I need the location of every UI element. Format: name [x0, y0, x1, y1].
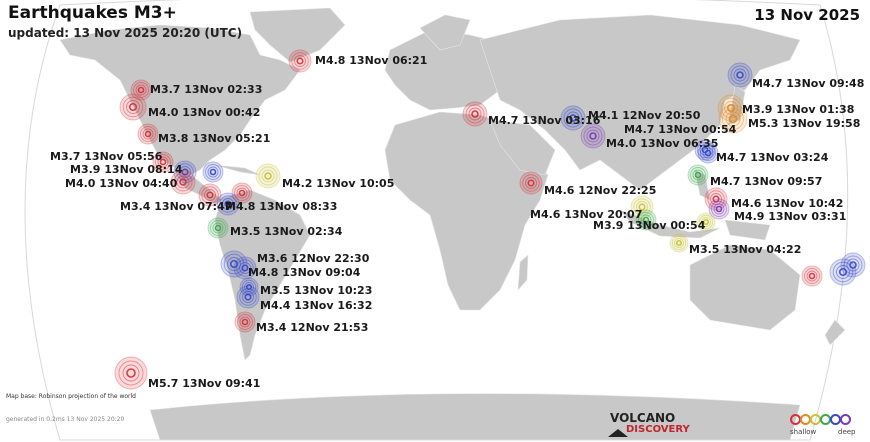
earthquake-marker[interactable] [708, 198, 730, 220]
legend-deep-label: deep [838, 428, 856, 436]
earthquake-label: M4.6 13Nov 10:42 [731, 197, 844, 210]
earthquake-label: M4.7 13Nov 03:16 [488, 114, 601, 127]
earthquake-marker[interactable] [255, 163, 281, 189]
earthquake-marker[interactable] [696, 212, 716, 232]
earthquake-label: M4.6 12Nov 22:25 [544, 184, 657, 197]
earthquake-label: M4.9 13Nov 03:31 [734, 210, 847, 223]
volcano-discovery-logo[interactable]: VOLCANO DISCOVERY [608, 411, 698, 441]
earthquake-marker[interactable] [216, 192, 240, 216]
land-asia [479, 14, 801, 191]
earthquake-marker[interactable] [462, 101, 488, 127]
land-madagascar [517, 254, 529, 291]
earthquake-label: M4.0 13Nov 06:35 [606, 137, 719, 150]
earthquake-marker[interactable] [152, 151, 174, 173]
earthquake-label: M4.7 13Nov 09:48 [752, 77, 865, 90]
earthquake-label: M4.0 13Nov 00:42 [148, 106, 261, 119]
earthquake-marker[interactable] [288, 49, 312, 73]
earthquake-label: M4.8 13Nov 09:04 [248, 266, 361, 279]
earthquake-label: M3.8 13Nov 05:21 [158, 132, 271, 145]
earthquake-marker[interactable] [718, 104, 748, 134]
land-caribbean [214, 164, 261, 176]
earthquake-label: M3.7 13Nov 02:33 [150, 83, 263, 96]
logo-discovery-text: DISCOVERY [626, 424, 690, 435]
earthquake-label: M3.9 13Nov 00:54 [593, 219, 706, 232]
earthquake-label: M4.0 13Nov 04:40 [65, 177, 178, 190]
volcano-icon [608, 429, 628, 437]
depth-legend: shallow deep [790, 414, 860, 440]
earthquake-marker[interactable] [687, 164, 709, 186]
earthquake-marker[interactable] [630, 195, 654, 219]
earthquake-marker[interactable] [170, 169, 196, 195]
earthquake-label: M3.9 13Nov 01:38 [742, 103, 855, 116]
earthquake-label: M4.7 13Nov 09:57 [710, 175, 823, 188]
land-scandinavia [419, 14, 471, 51]
earthquake-marker[interactable] [198, 183, 222, 207]
earthquake-marker[interactable] [137, 123, 159, 145]
earthquake-marker[interactable] [114, 356, 148, 390]
generated-note: generated in 0.2ms 13 Nov 2025 20:20 [6, 416, 125, 423]
earthquake-marker[interactable] [560, 105, 586, 131]
earthquake-label: M3.9 13Nov 08:14 [70, 163, 183, 176]
land-new-zealand [824, 319, 846, 346]
earthquake-label: M4.7 13Nov 00:54 [624, 123, 737, 136]
land-north-america [59, 24, 301, 176]
earthquake-marker[interactable] [207, 217, 229, 239]
earthquake-marker[interactable] [519, 171, 543, 195]
earthquake-label: M3.5 13Nov 04:22 [689, 243, 802, 256]
earthquake-marker[interactable] [697, 142, 719, 164]
earthquake-marker[interactable] [236, 285, 260, 309]
legend-ring-icon [840, 414, 851, 425]
land-greenland [249, 7, 346, 63]
earthquake-label: M3.6 12Nov 22:30 [257, 252, 370, 265]
earthquake-marker[interactable] [130, 79, 152, 101]
earthquake-marker[interactable] [580, 123, 606, 149]
legend-shallow-label: shallow [790, 428, 817, 436]
earthquake-marker[interactable] [727, 62, 753, 88]
earthquake-label: M4.1 12Nov 20:50 [588, 109, 701, 122]
land-australia [689, 244, 801, 331]
earthquake-label: M4.8 13Nov 08:33 [225, 200, 338, 213]
land-new-guinea [724, 219, 771, 241]
earthquake-label: M4.7 13Nov 03:24 [716, 151, 829, 164]
earthquake-label: M3.4 13Nov 07:47 [120, 200, 233, 213]
land-indonesia [619, 209, 721, 239]
earthquake-label: M4.6 13Nov 20:07 [530, 208, 643, 221]
updated-timestamp: updated: 13 Nov 2025 20:20 (UTC) [8, 26, 243, 40]
earthquake-label: M5.7 13Nov 09:41 [148, 377, 261, 390]
earthquake-marker[interactable] [202, 161, 224, 183]
earthquake-label: M4.8 13Nov 06:21 [315, 54, 428, 67]
logo-volcano-text: VOLCANO [610, 411, 676, 425]
earthquake-label: M3.4 12Nov 21:53 [256, 321, 369, 334]
map-date: 13 Nov 2025 [754, 6, 860, 24]
page-title: Earthquakes M3+ [8, 3, 177, 23]
earthquake-label: M3.7 13Nov 05:56 [50, 150, 163, 163]
earthquake-marker[interactable] [840, 252, 866, 278]
earthquake-marker[interactable] [119, 93, 147, 121]
earthquake-marker[interactable] [669, 233, 689, 253]
earthquake-marker[interactable] [801, 265, 823, 287]
earthquake-marker[interactable] [231, 182, 253, 204]
land-south-america [214, 189, 311, 361]
earthquake-marker[interactable] [233, 256, 257, 280]
earthquake-marker[interactable] [234, 311, 256, 333]
earthquake-label: M4.2 13Nov 10:05 [282, 177, 395, 190]
earthquake-label: M3.5 13Nov 10:23 [260, 284, 373, 297]
earthquake-label: M3.5 13Nov 02:34 [230, 225, 343, 238]
land-arabia [489, 119, 556, 176]
depth-color-rings [790, 414, 860, 425]
earthquake-marker[interactable] [717, 94, 745, 122]
earthquake-label: M4.4 13Nov 16:32 [260, 299, 373, 312]
earthquake-marker[interactable] [239, 277, 259, 297]
earthquake-label: M5.3 13Nov 19:58 [748, 117, 861, 130]
land-antarctica [149, 393, 801, 441]
earthquake-marker[interactable] [635, 209, 657, 231]
map-base-note: Map base: Robinson projection of the wor… [6, 393, 136, 400]
